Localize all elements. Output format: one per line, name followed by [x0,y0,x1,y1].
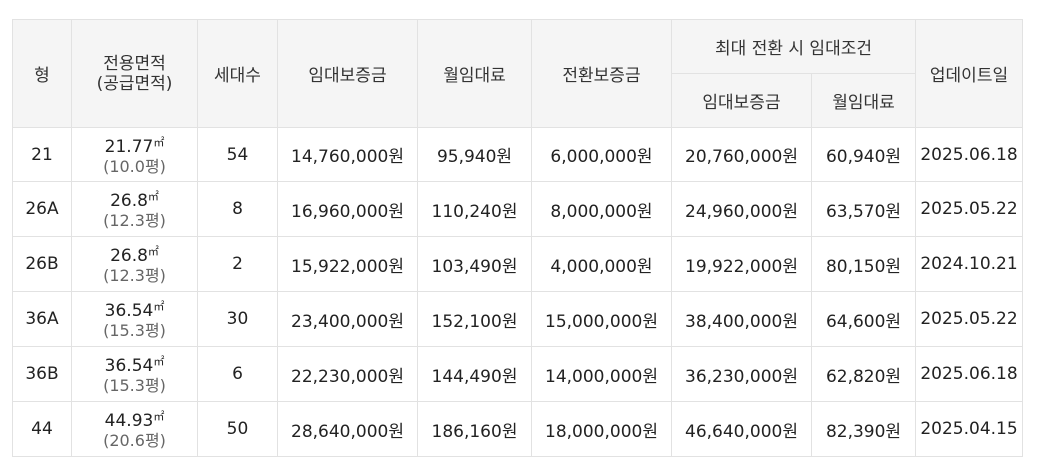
cell-deposit: 28,640,000원 [277,401,418,457]
rental-conditions-table-wrapper: 형 전용면적 (공급면적) 세대수 임대보증금 월임대료 전환보증금 최대 전환… [12,19,1024,457]
cell-max-monthly-rent: 82,390원 [810,401,917,457]
cell-max-monthly-rent: 64,600원 [810,291,917,347]
cell-monthly-rent: 110,240원 [417,181,532,237]
cell-area-supply: (20.6평) [103,431,166,450]
header-deposit: 임대보증금 [277,19,418,128]
header-area-line2: (공급면적) [96,73,173,94]
cell-area: 36.54㎡ (15.3평) [71,291,198,347]
cell-max-monthly-rent: 62,820원 [810,346,917,402]
cell-updated: 2024.10.21 [915,236,1024,292]
cell-max-deposit: 36,230,000원 [671,346,812,402]
cell-max-deposit: 38,400,000원 [671,291,812,347]
cell-area-exclusive: 36.54㎡ [104,355,165,376]
cell-households: 54 [197,127,278,182]
cell-type: 26B [12,236,72,292]
table-body: 21 21.77㎡ (10.0평) 54 14,760,000원 95,940원… [12,127,1024,457]
area-unit: ㎡ [147,190,159,203]
cell-area-exclusive: 26.8㎡ [110,190,159,211]
cell-area: 26.8㎡ (12.3평) [71,236,198,292]
area-unit: ㎡ [153,135,165,149]
cell-conversion-deposit: 15,000,000원 [531,291,672,347]
table-row: 26A 26.8㎡ (12.3평) 8 16,960,000원 110,240원… [12,181,1024,237]
cell-type: 26A [12,181,72,237]
cell-area: 44.93㎡ (20.6평) [71,401,198,457]
area-unit: ㎡ [147,245,159,258]
cell-area-exclusive: 21.77㎡ [104,135,165,157]
header-type: 형 [12,19,72,128]
cell-updated: 2025.05.22 [915,181,1024,237]
cell-updated: 2025.04.15 [915,401,1024,457]
cell-conversion-deposit: 14,000,000원 [531,346,672,402]
cell-area: 21.77㎡ (10.0평) [71,127,198,182]
cell-area-supply: (10.0평) [103,156,166,176]
cell-updated: 2025.05.22 [915,291,1024,347]
header-updated: 업데이트일 [915,19,1024,128]
cell-area-supply: (12.3평) [103,211,166,230]
cell-area-supply: (15.3평) [103,321,166,340]
cell-deposit: 23,400,000원 [277,291,418,347]
cell-updated: 2025.06.18 [915,346,1024,402]
table-row: 21 21.77㎡ (10.0평) 54 14,760,000원 95,940원… [12,127,1024,182]
cell-households: 8 [197,181,278,237]
cell-monthly-rent: 103,490원 [417,236,532,292]
cell-conversion-deposit: 18,000,000원 [531,401,672,457]
cell-deposit: 22,230,000원 [277,346,418,402]
cell-area: 36.54㎡ (15.3평) [71,346,198,402]
cell-monthly-rent: 144,490원 [417,346,532,402]
header-max-conversion-group: 최대 전환 시 임대조건 [670,19,917,74]
table-header: 형 전용면적 (공급면적) 세대수 임대보증금 월임대료 전환보증금 최대 전환… [12,19,1024,128]
cell-conversion-deposit: 8,000,000원 [531,181,672,237]
cell-max-deposit: 20,760,000원 [671,127,812,182]
cell-updated: 2025.06.18 [915,127,1024,182]
cell-area-exclusive: 44.93㎡ [104,410,165,431]
cell-type: 44 [12,401,72,457]
table-row: 26B 26.8㎡ (12.3평) 2 15,922,000원 103,490원… [12,236,1024,292]
cell-type: 36B [12,346,72,402]
cell-deposit: 16,960,000원 [277,181,418,237]
cell-max-deposit: 19,922,000원 [671,236,812,292]
cell-area-exclusive: 36.54㎡ [104,300,165,321]
cell-max-deposit: 24,960,000원 [671,181,812,237]
cell-type: 36A [12,291,72,347]
header-households: 세대수 [197,19,278,128]
cell-households: 2 [197,236,278,292]
cell-households: 50 [197,401,278,457]
table-row: 36A 36.54㎡ (15.3평) 30 23,400,000원 152,10… [12,291,1024,347]
cell-type: 21 [12,127,72,182]
cell-max-monthly-rent: 60,940원 [810,127,917,182]
cell-area-supply: (12.3평) [103,266,166,285]
cell-deposit: 15,922,000원 [277,236,418,292]
header-max-monthly-rent: 월임대료 [810,73,917,128]
cell-conversion-deposit: 4,000,000원 [531,236,672,292]
cell-max-monthly-rent: 63,570원 [810,181,917,237]
cell-monthly-rent: 186,160원 [417,401,532,457]
area-unit: ㎡ [153,355,165,368]
cell-monthly-rent: 95,940원 [417,127,532,182]
cell-conversion-deposit: 6,000,000원 [531,127,672,182]
header-conversion-deposit: 전환보증금 [531,19,672,128]
cell-households: 6 [197,346,278,402]
area-unit: ㎡ [153,410,165,423]
cell-max-deposit: 46,640,000원 [671,401,812,457]
cell-monthly-rent: 152,100원 [417,291,532,347]
cell-deposit: 14,760,000원 [277,127,418,182]
cell-area-supply: (15.3평) [103,376,166,395]
cell-max-monthly-rent: 80,150원 [810,236,917,292]
cell-area-exclusive: 26.8㎡ [110,245,159,266]
header-max-deposit: 임대보증금 [671,73,812,128]
cell-households: 30 [197,291,278,347]
table-row: 44 44.93㎡ (20.6평) 50 28,640,000원 186,160… [12,401,1024,457]
table-row: 36B 36.54㎡ (15.3평) 6 22,230,000원 144,490… [12,346,1024,402]
cell-area: 26.8㎡ (12.3평) [71,181,198,237]
area-unit: ㎡ [153,300,165,313]
rental-conditions-table: 형 전용면적 (공급면적) 세대수 임대보증금 월임대료 전환보증금 최대 전환… [12,19,1024,457]
header-monthly-rent: 월임대료 [417,19,532,128]
header-area: 전용면적 (공급면적) [71,19,198,128]
header-area-line1: 전용면적 [103,53,166,74]
